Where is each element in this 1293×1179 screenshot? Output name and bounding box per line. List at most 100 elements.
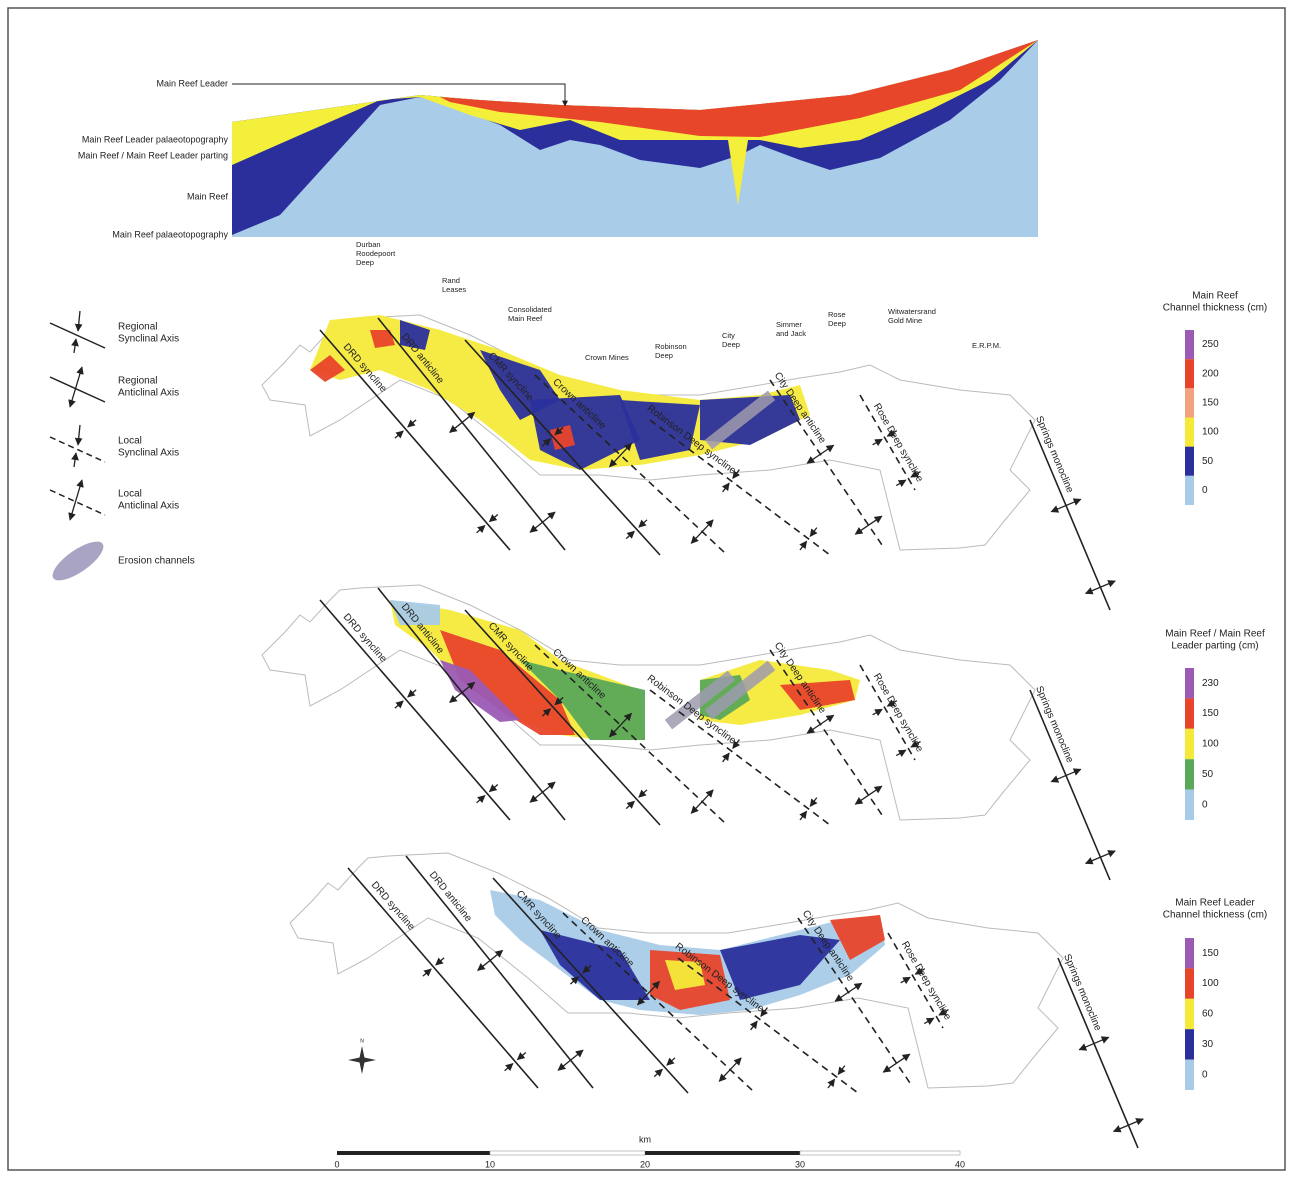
scale-label: 230 — [1202, 678, 1219, 689]
mine-name: Leases — [442, 285, 466, 294]
mine-name: Deep — [722, 340, 740, 349]
scale-label: 100 — [1202, 978, 1219, 989]
scale-title: Channel thickness (cm) — [1163, 303, 1267, 314]
legend-arrow — [78, 425, 80, 445]
scale-swatch — [1185, 968, 1194, 998]
axis-arrow — [639, 520, 647, 527]
legend — [47, 311, 109, 587]
compass: N — [348, 1038, 376, 1074]
scale-swatch — [1185, 1060, 1194, 1090]
scale-bar — [337, 1151, 960, 1155]
axis-arrow — [855, 516, 881, 534]
scale-label: 0 — [1202, 1069, 1208, 1080]
axis-arrow — [1051, 769, 1080, 781]
mine-name: and Jack — [776, 329, 806, 338]
scale-swatch — [1185, 447, 1194, 476]
axis-arrow — [626, 801, 634, 808]
mine-name: E.R.P.M. — [972, 341, 1001, 350]
axis-arrow — [1051, 499, 1080, 511]
axis-arrow — [530, 782, 555, 802]
axis-label: Springs monocline — [1033, 685, 1075, 765]
axis-arrow — [667, 1058, 675, 1065]
mine-name: Rand — [442, 276, 460, 285]
axis-arrow — [395, 701, 403, 708]
scale-swatch — [1185, 388, 1194, 417]
scale-label: 150 — [1202, 708, 1219, 719]
legend-label: Synclinal Axis — [118, 334, 179, 345]
mine-name: Gold Mine — [888, 316, 922, 325]
mine-name: Crown Mines — [585, 353, 629, 362]
legend-arrow — [78, 311, 80, 331]
axis-arrow — [489, 784, 497, 791]
section-label: Main Reef Leader palaeotopography — [82, 134, 229, 144]
legend-axis — [50, 323, 105, 348]
axis-arrow — [408, 420, 416, 427]
mine-name: Main Reef — [508, 314, 543, 323]
scale-unit: km — [639, 1134, 651, 1144]
scale-label: 50 — [1202, 456, 1214, 467]
scale-swatch — [1185, 359, 1194, 388]
scale-swatch — [1185, 938, 1194, 968]
mine-name: Simmer — [776, 320, 802, 329]
legend-label: Regional — [118, 376, 157, 387]
axis-arrow — [639, 790, 647, 797]
scale-tick: 20 — [640, 1159, 650, 1169]
axis-arrow — [423, 969, 431, 976]
mine-name: Witwatersrand — [888, 307, 936, 316]
scale-swatch — [1185, 759, 1194, 789]
axis-arrow — [436, 958, 444, 965]
axis-arrow — [1086, 851, 1115, 863]
section-label: Main Reef — [187, 191, 229, 201]
scale-label: 0 — [1202, 799, 1208, 810]
mine-name: Durban — [356, 240, 381, 249]
axis-arrow — [723, 483, 730, 492]
axis-arrow — [489, 514, 497, 521]
axis-arrow — [505, 1064, 513, 1071]
scale-swatch — [1185, 668, 1194, 698]
axis-arrow — [723, 753, 730, 762]
fold-axis — [1030, 420, 1110, 610]
scale-label: 200 — [1202, 368, 1219, 379]
scale-swatch — [1185, 476, 1194, 505]
axis-arrow — [838, 1066, 845, 1075]
axis-arrow — [1086, 581, 1115, 593]
axis-label: Springs monocline — [1033, 415, 1075, 495]
scale-swatch — [1185, 790, 1194, 820]
axis-arrow — [450, 412, 475, 432]
scale-swatch — [1185, 418, 1194, 447]
mine-name: Rose — [828, 310, 846, 319]
axis-arrow — [1114, 1119, 1143, 1131]
scale-title: Main Reef / Main Reef — [1165, 629, 1265, 640]
legend-label: Anticlinal Axis — [118, 501, 179, 512]
axis-arrow — [477, 526, 485, 533]
map-panel: DRD synclineDRD anticlineCMR synclineCro… — [262, 315, 1219, 610]
scale-tick: 0 — [334, 1159, 339, 1169]
mine-name: Robinson — [655, 342, 687, 351]
legend-label: Synclinal Axis — [118, 448, 179, 459]
axis-arrow — [810, 528, 817, 537]
legend-axis — [50, 437, 105, 462]
section-label: Main Reef palaeotopography — [112, 229, 228, 239]
legend-label: Erosion channels — [118, 556, 195, 567]
scale-label: 60 — [1202, 1009, 1214, 1020]
scale-label: 30 — [1202, 1039, 1214, 1050]
axis-arrow — [477, 796, 485, 803]
scale-label: 250 — [1202, 339, 1219, 350]
axis-arrow — [810, 798, 817, 807]
fold-axis — [1058, 958, 1138, 1148]
legend-label: Local — [118, 489, 142, 500]
mine-outline — [262, 585, 1035, 820]
axis-arrow — [530, 512, 555, 532]
legend-arrow — [74, 339, 76, 353]
scale-tick: 40 — [955, 1159, 965, 1169]
axis-arrow — [558, 1050, 583, 1070]
mine-name: Deep — [356, 258, 374, 267]
mine-name: Deep — [655, 351, 673, 360]
axis-arrow — [626, 531, 634, 538]
scale-label: 0 — [1202, 485, 1208, 496]
mine-name: City — [722, 331, 735, 340]
axis-arrow — [883, 1054, 909, 1072]
scale-label: 100 — [1202, 739, 1219, 750]
map-panel: DRD synclineDRD anticlineCMR synclineCro… — [262, 585, 1219, 880]
scale-swatch — [1185, 698, 1194, 728]
